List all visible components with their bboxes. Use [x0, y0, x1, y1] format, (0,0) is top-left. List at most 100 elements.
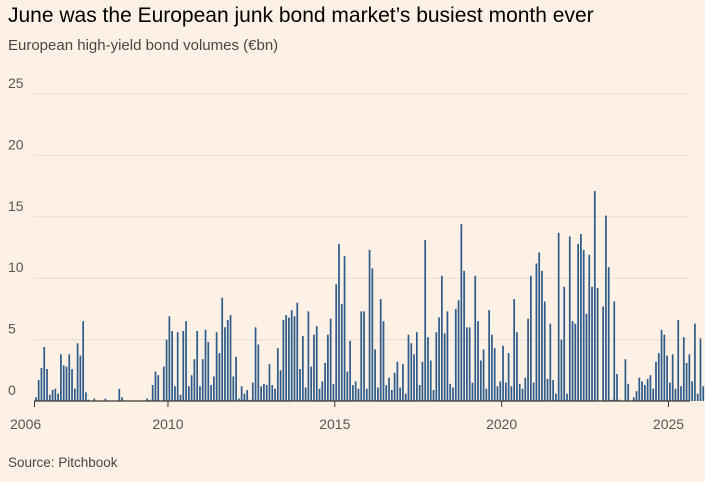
- bar: [346, 371, 349, 401]
- bar: [224, 327, 226, 401]
- x-tick-label: 2010: [152, 416, 183, 432]
- bar: [176, 332, 179, 401]
- bar: [669, 382, 671, 401]
- bar: [607, 267, 610, 401]
- bar: [563, 286, 566, 401]
- bar: [396, 361, 399, 401]
- bar: [251, 382, 254, 401]
- bar: [479, 360, 482, 401]
- bar: [694, 323, 696, 401]
- bar: [162, 366, 165, 401]
- bar: [646, 378, 649, 401]
- y-tick-label: 5: [8, 321, 16, 337]
- bar: [580, 233, 582, 401]
- bar: [301, 335, 304, 401]
- bar: [246, 389, 249, 401]
- bar: [68, 354, 71, 401]
- bar: [73, 388, 76, 401]
- bar: [699, 338, 702, 401]
- bar: [546, 378, 549, 401]
- bar: [577, 243, 579, 401]
- bar: [174, 386, 176, 401]
- bar: [415, 332, 418, 401]
- bar: [421, 361, 424, 401]
- bar: [677, 319, 680, 401]
- bar: [48, 394, 51, 401]
- bar: [43, 346, 46, 401]
- bar: [218, 353, 221, 401]
- bar: [488, 310, 490, 401]
- bar: [413, 354, 415, 401]
- bar: [390, 389, 393, 401]
- bar: [518, 383, 521, 401]
- bar: [535, 263, 538, 401]
- bar: [82, 321, 85, 401]
- bar: [171, 331, 173, 401]
- bar: [429, 360, 432, 401]
- bar: [257, 344, 260, 401]
- bar: [666, 355, 668, 401]
- bar: [502, 345, 504, 401]
- bar: [652, 388, 655, 401]
- bar: [449, 383, 452, 401]
- bar: [441, 275, 443, 401]
- bar: [691, 381, 693, 401]
- bar: [185, 321, 187, 401]
- bar: [555, 393, 557, 401]
- bar: [446, 311, 449, 401]
- bar: [304, 387, 307, 401]
- y-tick-label: 0: [8, 382, 16, 398]
- bar: [371, 268, 374, 401]
- y-tick-label: 20: [8, 136, 24, 152]
- bar: [566, 393, 568, 401]
- bar: [588, 254, 591, 401]
- bar: [310, 366, 313, 401]
- bar: [541, 270, 543, 401]
- bar: [207, 342, 210, 401]
- bar: [471, 382, 474, 401]
- bar: [560, 339, 563, 401]
- bar: [313, 334, 315, 401]
- x-tick-label: 2015: [319, 416, 350, 432]
- bar: [635, 391, 638, 401]
- bar: [424, 240, 427, 401]
- bar: [76, 343, 79, 401]
- bar: [485, 388, 488, 401]
- bar: [57, 393, 59, 401]
- bar: [212, 376, 215, 401]
- bar: [585, 313, 588, 401]
- bar: [365, 388, 368, 401]
- bar: [146, 398, 148, 401]
- bar: [240, 386, 243, 401]
- bar: [513, 299, 516, 401]
- bar: [685, 362, 688, 401]
- bar: [271, 385, 274, 401]
- bar: [432, 389, 435, 401]
- bar: [229, 315, 232, 401]
- bar: [274, 388, 276, 401]
- bar: [254, 327, 257, 401]
- bar: [51, 389, 54, 401]
- bar: [260, 386, 262, 401]
- bar: [641, 381, 643, 401]
- bar: [399, 387, 402, 401]
- bar: [354, 381, 357, 401]
- bar: [288, 317, 290, 401]
- bar: [529, 275, 532, 401]
- bar: [221, 297, 224, 401]
- bar: [360, 311, 363, 401]
- bar: [235, 356, 237, 401]
- chart-title: June was the European junk bond market’s…: [8, 4, 594, 27]
- bar: [549, 323, 552, 401]
- bar: [329, 318, 332, 401]
- bar: [477, 321, 479, 401]
- bar: [226, 319, 229, 401]
- chart-subtitle: European high-yield bond volumes (€bn): [8, 37, 279, 54]
- bar: [674, 388, 677, 401]
- bar: [671, 354, 674, 401]
- bar: [62, 365, 65, 401]
- bar: [190, 375, 193, 401]
- bar: [660, 329, 663, 401]
- bar: [496, 386, 499, 401]
